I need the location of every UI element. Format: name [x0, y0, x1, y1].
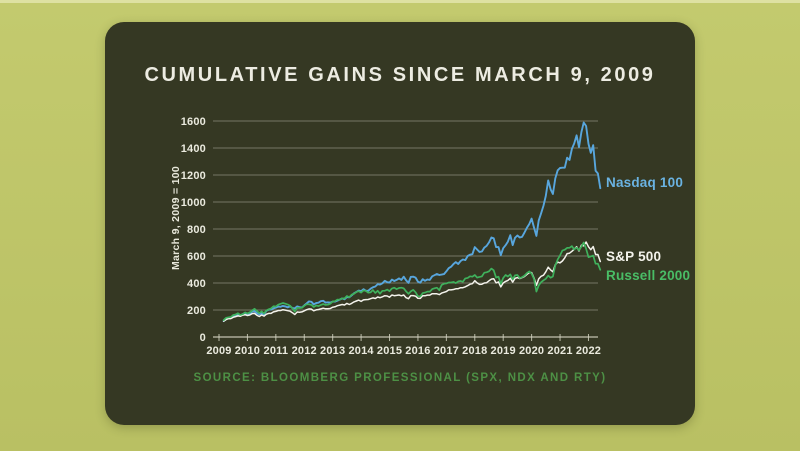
svg-text:2010: 2010 [235, 345, 260, 357]
svg-text:2020: 2020 [519, 345, 544, 357]
svg-text:1600: 1600 [181, 116, 206, 128]
svg-text:1400: 1400 [181, 143, 206, 155]
page-title: CUMULATIVE GAINS SINCE MARCH 9, 2009 [144, 64, 656, 86]
svg-text:2011: 2011 [264, 345, 289, 357]
series-label-sp-500: S&P 500 [606, 249, 662, 264]
svg-text:0: 0 [200, 332, 206, 344]
svg-text:1200: 1200 [181, 170, 206, 182]
svg-text:600: 600 [187, 251, 206, 263]
svg-text:2016: 2016 [405, 345, 430, 357]
svg-text:2018: 2018 [462, 345, 487, 357]
svg-text:2022: 2022 [576, 345, 601, 357]
svg-text:2014: 2014 [348, 345, 374, 357]
svg-text:2009: 2009 [206, 345, 231, 357]
series-label-russell-2000: Russell 2000 [606, 268, 691, 283]
svg-text:2012: 2012 [292, 345, 317, 357]
chart-card: CUMULATIVE GAINS SINCE MARCH 9, 2009 Mar… [105, 22, 695, 425]
svg-text:200: 200 [187, 305, 206, 317]
series-label-nasdaq-100: Nasdaq 100 [606, 175, 684, 190]
svg-text:2019: 2019 [491, 345, 516, 357]
svg-text:2013: 2013 [320, 345, 345, 357]
svg-text:2021: 2021 [547, 345, 572, 357]
svg-text:1000: 1000 [181, 197, 206, 209]
source-text: SOURCE: BLOOMBERG PROFESSIONAL (SPX, NDX… [193, 372, 607, 384]
svg-text:2015: 2015 [377, 345, 402, 357]
svg-text:400: 400 [187, 278, 206, 290]
svg-text:800: 800 [187, 224, 206, 236]
chart-svg: 0 200 400 600 800 1000 1200 1400 1600 2009 2010 201… [181, 116, 602, 357]
svg-text:2017: 2017 [434, 345, 459, 357]
